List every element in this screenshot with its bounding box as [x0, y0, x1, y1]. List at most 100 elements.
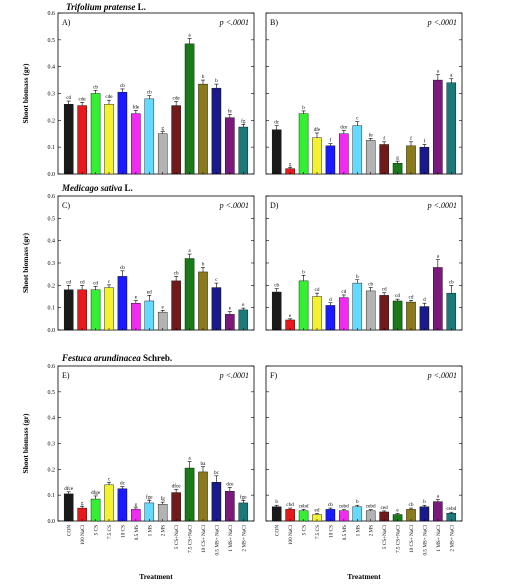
panel-4-bar — [419, 306, 430, 331]
panel-5-xtick-label: 100 NaCl — [80, 524, 86, 545]
panel-5-xtick-label: 2 MS — [161, 525, 167, 537]
panel-3-sig-letter: e — [162, 304, 165, 310]
panel-3-ytick-label: 0.5 — [48, 216, 56, 222]
species-title-2: Medicago sativa L. — [62, 183, 133, 193]
panel-6-bar — [433, 501, 443, 522]
panel-1-sig-letter: fg — [241, 117, 246, 124]
panel-5-bar — [171, 492, 181, 522]
panel-3-sig-letter: a — [188, 248, 191, 254]
panel-6-sig-letter: cb — [328, 502, 333, 508]
panel-1-ytick-label: 0.1 — [48, 145, 56, 151]
panel-2-sig-letter: b — [302, 105, 305, 111]
panel-1-p-value: p <.0001 — [219, 18, 249, 27]
panel-5-frame — [57, 365, 255, 522]
panel-2-bar — [339, 133, 349, 175]
panel-1-bar — [77, 105, 87, 175]
panel-3-ytick-label: 0.3 — [48, 261, 56, 267]
panel-6-p-value: p <.0001 — [427, 371, 457, 380]
panel-4-p-value: p <.0001 — [427, 201, 457, 210]
panel-3-bar — [211, 287, 222, 331]
panel-1-bar — [225, 117, 235, 175]
panel-4-frame — [265, 195, 463, 331]
panel-3-bar — [184, 258, 195, 331]
panel-6-xtick-label: 1 MS+ NaCl — [436, 524, 442, 551]
panel-5-xtick-label: 7.5 CS — [107, 525, 113, 539]
panel-5-xtick-label: 1 MS+ NaCl — [228, 524, 234, 551]
panel-5-bar — [225, 491, 235, 522]
panel-5-bar — [63, 493, 74, 522]
panel-2-bar — [419, 146, 430, 175]
panel-6-sig-letter: a — [437, 494, 440, 500]
panel-4-sig-letter: e — [289, 313, 292, 319]
panel-4-bar — [365, 290, 376, 331]
panel-6-xtick-label: 5 CS — [302, 525, 308, 535]
panel-1-bar — [211, 87, 222, 175]
panel-3-ytick-label: 0.2 — [48, 283, 56, 289]
panel-5-sig-letter: fge — [240, 493, 247, 500]
panel-2-sig-letter: f — [410, 135, 412, 142]
panel-3-ytick-label: 0.1 — [48, 306, 56, 312]
panel-5-xtick-label: 10 CS+ NaCl — [201, 524, 207, 553]
panel-1-bar — [198, 83, 208, 175]
panel-6-sig-letter: b — [423, 499, 426, 505]
panel-6-sig-letter: b — [275, 499, 278, 505]
panel-4-bar — [406, 301, 416, 331]
panel-3-sig-letter: c — [215, 277, 218, 283]
panel-1-bar — [157, 133, 168, 175]
panel-5-sig-letter: g — [81, 501, 84, 507]
panel-5-ytick-label: 0.1 — [48, 493, 56, 499]
panel-3-bar — [198, 271, 208, 331]
panel-3-bar — [171, 280, 181, 331]
panel-6-label: F) — [270, 371, 277, 380]
panel-1-sig-letter: b — [215, 78, 218, 84]
panel-6-xtick-label: 2 MS+ NaCl — [449, 524, 455, 551]
panel-5-bar — [184, 467, 195, 522]
panel-1-ytick-label: 0.0 — [48, 172, 56, 178]
panel-3-y-axis-title: Shoot biomass (gr) — [21, 233, 30, 294]
panel-2-p-value: p <.0001 — [427, 18, 457, 27]
panel-1-bar — [144, 98, 155, 175]
panel-3-p-value: p <.0001 — [219, 201, 249, 210]
panel-5-xtick-label: 1 MS — [147, 525, 153, 537]
panel-3-sig-letter: cb — [174, 270, 179, 276]
panel-6-sig-letter: cebd — [446, 506, 456, 512]
panel-1-frame — [57, 12, 255, 175]
panel-6-sig-letter: b — [356, 499, 359, 505]
panel-5-xtick-label: 0.5 MS+ NaCl — [214, 524, 220, 555]
panel-5-xtick-label: CON — [67, 525, 73, 536]
panel-4-bar — [312, 296, 322, 331]
panel-2-sig-letter: g — [289, 161, 292, 167]
panel-4-bar — [446, 292, 457, 331]
panel-2-bar — [271, 129, 282, 175]
panel-1-sig-letter: cb — [120, 83, 125, 89]
panel-3-sig-letter: c — [108, 279, 111, 285]
panel-6-frame — [265, 365, 463, 522]
panel-2-bar — [365, 140, 376, 175]
panel-6-bar — [352, 506, 363, 522]
panel-3-ytick-label: 0.4 — [48, 239, 56, 245]
panel-2-sig-letter: c — [356, 116, 359, 122]
panel-5-bar — [211, 482, 222, 522]
panel-5-xtick-label: 7.5 CS+NaCl — [188, 524, 194, 553]
panel-5-sig-letter: fg — [161, 495, 166, 502]
panel-1-ytick-label: 0.4 — [48, 65, 56, 71]
panel-3-sig-letter: ed — [147, 289, 152, 295]
panel-3-label: C) — [62, 201, 70, 210]
panel-5-bar — [90, 498, 101, 522]
panel-6-xtick-label: 1 MS — [355, 525, 361, 537]
panel-6-sig-letter: cebd — [339, 504, 349, 510]
panel-1-bar — [171, 105, 181, 175]
panel-2-sig-letter: dfe — [314, 126, 321, 133]
panel-5-sig-letter: dce — [226, 481, 234, 487]
panel-5-bar — [198, 471, 208, 522]
panel-1-sig-letter: cde — [173, 96, 181, 102]
panel-2-label: B) — [270, 18, 278, 27]
panel-6-sig-letter: e — [396, 508, 399, 514]
panel-1-sig-letter: g — [161, 126, 164, 132]
panel-3-bar — [117, 276, 128, 331]
panel-2-bar — [379, 144, 389, 175]
panel-6-xtick-label: CON — [275, 525, 281, 536]
panel-2-sig-letter: a — [450, 73, 453, 79]
panel-4-sig-letter: cb — [274, 283, 279, 289]
